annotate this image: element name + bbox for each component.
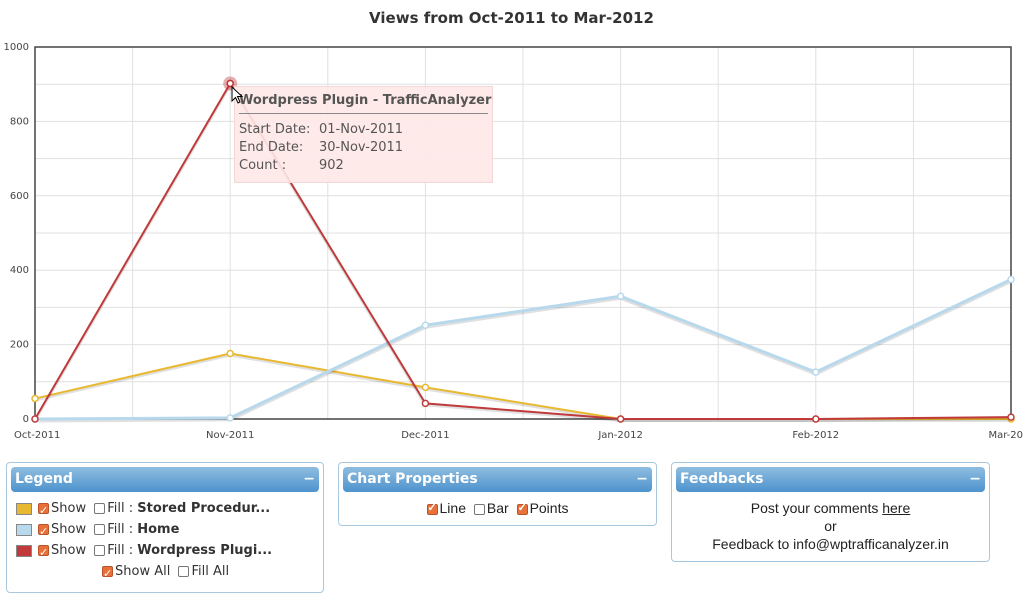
here-link[interactable]: here bbox=[882, 500, 911, 516]
series-line-shadow bbox=[34, 353, 1011, 422]
line-label: Line bbox=[439, 500, 466, 516]
chart-properties-header[interactable]: Chart Properties − bbox=[343, 467, 652, 492]
legend-panel-title: Legend bbox=[15, 471, 73, 487]
tooltip-start-value: 01-Nov-2011 bbox=[319, 122, 404, 137]
tooltip-start-label: Start Date: bbox=[239, 122, 311, 137]
highlighted-point-core bbox=[226, 79, 234, 88]
data-point bbox=[31, 394, 39, 403]
legend-swatch bbox=[16, 523, 32, 536]
show-label: Show bbox=[51, 543, 87, 558]
data-point bbox=[812, 368, 820, 376]
data-point bbox=[226, 349, 234, 358]
x-tick-label: Oct-2011 bbox=[14, 430, 60, 441]
y-tick-label: 0 bbox=[23, 414, 29, 425]
legend-series-name: Home bbox=[137, 522, 180, 537]
tick-labels: 0 200 400 600 800 1000 Oct-2011 Nov-2011 Dec-201… bbox=[4, 42, 1023, 441]
y-tick-label: 800 bbox=[10, 116, 29, 127]
data-tooltip: Wordpress Plugin - TrafficAnalyzer Start… bbox=[234, 86, 493, 183]
chart-title: Views from Oct-2011 to Mar-2012 bbox=[369, 9, 654, 27]
chart-axes bbox=[34, 46, 1012, 420]
legend-swatch bbox=[16, 544, 32, 557]
tooltip-count-value: 902 bbox=[319, 158, 344, 173]
tooltip-count-label: Count : bbox=[239, 158, 287, 173]
data-point bbox=[421, 399, 430, 408]
legend-series-name: Stored Procedur... bbox=[137, 501, 271, 516]
minimize-icon[interactable]: − bbox=[969, 471, 981, 487]
plot-border bbox=[34, 46, 1012, 420]
show-label: Show bbox=[51, 522, 87, 537]
data-point bbox=[616, 415, 625, 423]
chart-grid bbox=[34, 46, 1012, 420]
bar-label: Bar bbox=[486, 500, 509, 516]
or-text: or bbox=[824, 518, 837, 534]
data-point bbox=[226, 414, 234, 422]
legend-panel: Legend − Show Fill : Stored Procedur...S… bbox=[6, 462, 324, 593]
feedbacks-title: Feedbacks bbox=[680, 471, 764, 487]
tooltip-end-label: End Date: bbox=[239, 140, 304, 155]
y-tick-label: 200 bbox=[10, 340, 29, 351]
feedbacks-panel: Feedbacks − Post your comments here or F… bbox=[671, 462, 990, 562]
fill-checkbox[interactable] bbox=[94, 503, 106, 514]
y-tick-label: 600 bbox=[10, 191, 29, 202]
mouse-cursor-icon bbox=[231, 86, 244, 104]
points-label: Points bbox=[529, 500, 569, 516]
data-point bbox=[31, 415, 39, 423]
fill-checkbox[interactable] bbox=[94, 545, 106, 556]
data-point bbox=[1007, 275, 1015, 284]
x-tick-label: Jan-2012 bbox=[597, 430, 642, 441]
points-checkbox[interactable] bbox=[516, 501, 528, 515]
bar-checkbox[interactable] bbox=[473, 503, 485, 515]
legend-series-name: Wordpress Plugi... bbox=[137, 543, 273, 558]
chart-properties-title: Chart Properties bbox=[347, 471, 478, 487]
fill-all-checkbox[interactable] bbox=[178, 566, 190, 577]
data-point bbox=[421, 321, 430, 330]
legend-item: Show Fill : Stored Procedur... bbox=[7, 498, 323, 521]
series-line bbox=[34, 278, 1012, 421]
minimize-icon[interactable]: − bbox=[303, 471, 315, 487]
minimize-icon[interactable]: − bbox=[636, 471, 648, 487]
line-checkbox[interactable] bbox=[426, 501, 438, 515]
series-layer bbox=[31, 76, 1015, 423]
show-checkbox[interactable] bbox=[38, 500, 49, 521]
tooltip-end-value: 30-Nov-2011 bbox=[319, 140, 404, 155]
fill-all-label: Fill All bbox=[191, 564, 230, 579]
series-line bbox=[34, 82, 1012, 420]
show-label: Show bbox=[51, 501, 87, 516]
y-tick-label: 400 bbox=[10, 265, 29, 276]
legend-item: Show Fill : Home bbox=[7, 519, 323, 542]
legend-panel-header[interactable]: Legend − bbox=[11, 467, 319, 492]
show-checkbox[interactable] bbox=[38, 542, 49, 563]
chart-properties-panel: Chart Properties − Line Bar Points bbox=[338, 462, 657, 526]
feedbacks-header[interactable]: Feedbacks − bbox=[676, 467, 985, 492]
data-point bbox=[812, 415, 820, 423]
legend-item: Show Fill : Wordpress Plugi... bbox=[7, 540, 323, 563]
show-all-label: Show All bbox=[115, 564, 171, 579]
data-point bbox=[421, 383, 430, 392]
post-comments-text: Post your comments bbox=[750, 500, 883, 516]
show-checkbox[interactable] bbox=[38, 521, 49, 542]
chart-area: 0 200 400 600 800 1000 Oct-2011 Nov-2011 Dec-201… bbox=[4, 42, 1023, 441]
feedback-email-text: Feedback to info@wptrafficanalyzer.in bbox=[712, 536, 949, 552]
x-tick-label: Mar-20 bbox=[988, 430, 1023, 441]
x-tick-label: Nov-2011 bbox=[206, 430, 254, 441]
fill-checkbox[interactable] bbox=[94, 524, 106, 535]
x-tick-label: Feb-2012 bbox=[792, 430, 839, 441]
fill-label: Fill : bbox=[107, 522, 134, 537]
fill-label: Fill : bbox=[107, 543, 134, 558]
show-all-checkbox[interactable] bbox=[102, 563, 113, 584]
legend-swatch bbox=[16, 502, 32, 515]
data-point bbox=[616, 292, 625, 300]
x-tick-label: Dec-2011 bbox=[401, 430, 449, 441]
tooltip-title: Wordpress Plugin - TrafficAnalyzer bbox=[239, 93, 491, 114]
y-tick-label: 1000 bbox=[4, 42, 29, 53]
data-point bbox=[1007, 413, 1015, 421]
fill-label: Fill : bbox=[107, 501, 134, 516]
